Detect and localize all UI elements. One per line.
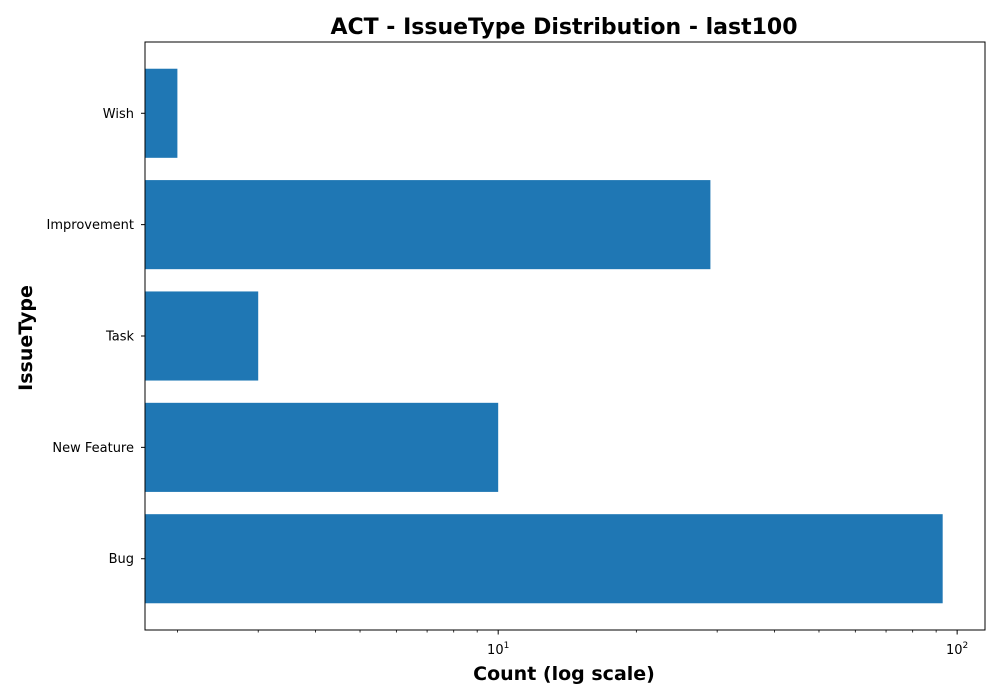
x-axis-label: Count (log scale) xyxy=(473,663,655,685)
ticks-layer: Bug New Feature Task Improvement Wish 101 102 xyxy=(47,107,969,658)
x-tick-label: 102 xyxy=(946,641,968,658)
y-tick-label: Task xyxy=(105,330,135,345)
bar-wish xyxy=(145,68,178,158)
bar-improvement xyxy=(145,180,711,270)
y-tick-label: Wish xyxy=(103,107,134,122)
y-tick-label: Improvement xyxy=(47,218,134,233)
x-tick-label: 101 xyxy=(487,641,509,658)
y-tick-label: Bug xyxy=(109,552,134,567)
chart-title: ACT - IssueType Distribution - last100 xyxy=(330,15,797,40)
y-tick-label: New Feature xyxy=(52,441,134,456)
y-axis-label: IssueType xyxy=(15,285,37,391)
bar-new-feature xyxy=(145,402,499,492)
bars-layer xyxy=(145,68,943,604)
bar-task xyxy=(145,291,259,381)
bar-bug xyxy=(145,514,943,604)
